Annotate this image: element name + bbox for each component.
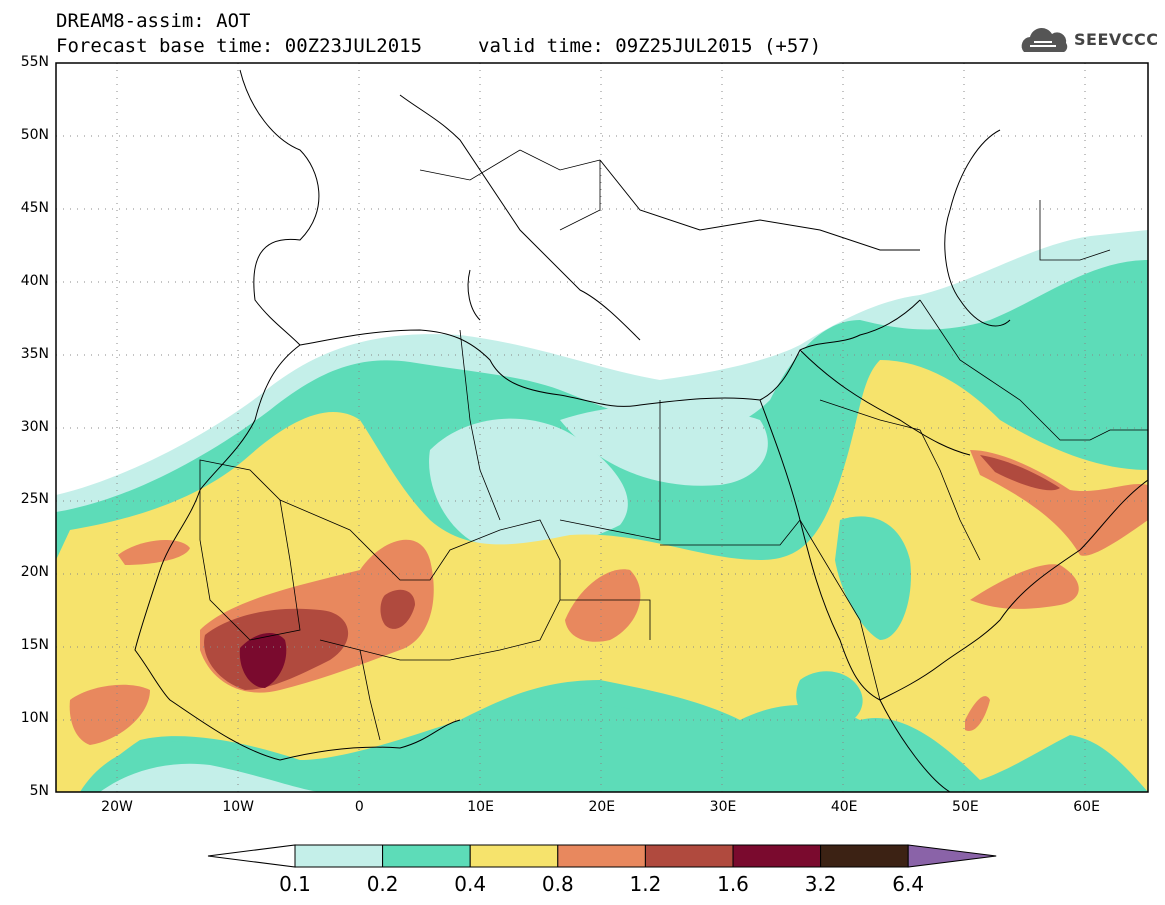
- aot-band-0.8-somalia: [965, 696, 990, 731]
- lon-label: 60E: [1073, 799, 1100, 815]
- plot-frame: [55, 62, 1149, 793]
- aot-band-1.6: [239, 633, 287, 688]
- aot-light-south: [100, 763, 320, 792]
- colorbar-swatch: [732, 844, 822, 868]
- lon-label: 20W: [101, 799, 133, 815]
- logo-text: SEEVCCC: [1074, 30, 1159, 49]
- lon-label: 10W: [222, 799, 255, 815]
- colorbar-label: 1.6: [717, 872, 749, 896]
- colorbar-swatch: [382, 844, 471, 868]
- lon-label: 20E: [588, 799, 616, 815]
- aot-band-0.8-chad: [565, 569, 641, 642]
- valid-time: valid time: 09Z25JUL2015 (+57): [478, 35, 822, 57]
- lon-label: 10E: [467, 799, 494, 815]
- colorbar-swatch: [644, 844, 734, 868]
- lon-label: 30E: [709, 799, 737, 815]
- aot-green-east-pocket: [796, 671, 863, 729]
- lat-label: 15N: [20, 637, 49, 654]
- colorbar-swatch: [469, 844, 559, 868]
- colorbar-swatch: [820, 844, 909, 868]
- colorbar-label: 0.4: [454, 872, 487, 896]
- aot-band-1.2-niger: [380, 589, 415, 629]
- lon-label: 50E: [952, 799, 979, 815]
- colorbar-high-arrow: [907, 844, 997, 868]
- aot-band-0.8-arabia: [970, 564, 1079, 609]
- colorbar-label: 0.1: [279, 872, 311, 896]
- country-borders: [199, 149, 1148, 741]
- lat-label: 45N: [20, 199, 49, 216]
- lat-label: 20N: [20, 564, 49, 581]
- colorbar-swatch: [294, 844, 384, 868]
- lat-label: 5N: [29, 783, 49, 799]
- aot-green-sudan: [835, 516, 911, 640]
- colorbar-low-arrow: [207, 844, 296, 868]
- colorbar-label: 1.2: [629, 872, 662, 896]
- colorbar-label: 0.8: [541, 872, 574, 896]
- lat-label: 55N: [20, 54, 49, 70]
- colorbar-label: 3.2: [804, 872, 837, 896]
- map-title: DREAM8-assim: AOT: [56, 10, 251, 32]
- colorbar: [207, 844, 997, 868]
- aot-band-0.2-south: [80, 704, 980, 792]
- aot-pocket-light: [429, 418, 628, 550]
- lat-label: 40N: [20, 272, 49, 289]
- colorbar-label: 6.4: [892, 872, 925, 896]
- aot-pocket-light-east: [560, 405, 768, 486]
- lat-label: 35N: [20, 345, 49, 362]
- aot-band-1.2-gulf: [980, 455, 1060, 491]
- graticule: [56, 63, 1148, 792]
- aot-band-0.8-westcoast: [69, 684, 150, 745]
- lon-label: 40E: [830, 799, 858, 815]
- cloud-logo-icon: [1021, 28, 1068, 52]
- lat-label: 50N: [20, 126, 49, 143]
- lat-label: 10N: [20, 710, 49, 727]
- lat-label: 30N: [20, 418, 49, 435]
- lat-label: 25N: [20, 491, 49, 508]
- forecast-base-time: Forecast base time: 00Z23JUL2015: [56, 35, 423, 57]
- lon-label: 0: [354, 799, 364, 815]
- aot-band-0.8-mauritania: [118, 539, 190, 565]
- colorbar-label: 0.2: [366, 872, 399, 896]
- colorbar-swatch: [557, 844, 646, 868]
